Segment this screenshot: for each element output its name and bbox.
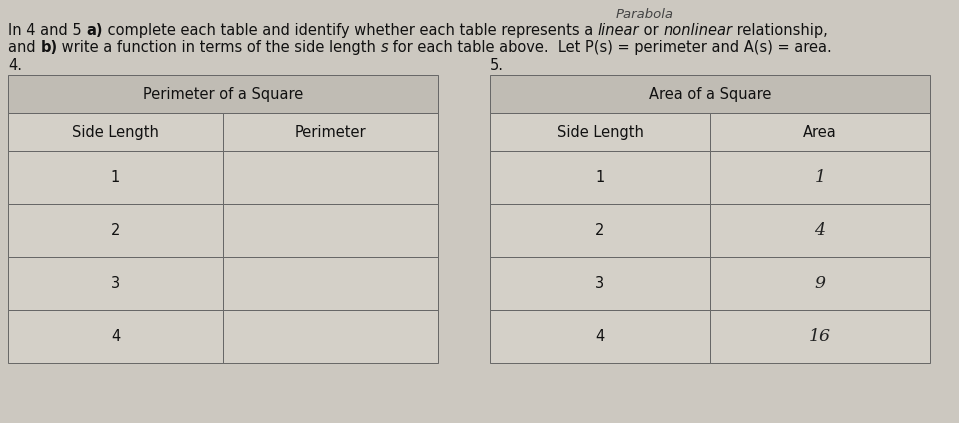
Text: nonlinear: nonlinear [664,23,733,38]
Text: 16: 16 [809,328,831,345]
Bar [223,151,438,204]
Bar [223,257,438,310]
Text: 5.: 5. [490,58,504,73]
Text: b): b) [40,40,58,55]
Bar [490,151,710,204]
Text: for each table above.  Let P(s) = perimeter and A(s) = area.: for each table above. Let P(s) = perimet… [388,40,832,55]
Bar [490,257,710,310]
Text: 9: 9 [814,275,826,292]
Bar [490,113,710,151]
Text: relationship,: relationship, [733,23,829,38]
Bar [490,310,710,363]
Bar [710,204,930,257]
Text: a): a) [86,23,103,38]
Bar [490,75,930,113]
Text: Parabola: Parabola [616,8,674,21]
Text: Perimeter: Perimeter [294,124,366,140]
Text: and: and [8,40,40,55]
Text: 1: 1 [596,170,604,185]
Text: complete each table and identify whether each table represents a: complete each table and identify whether… [103,23,597,38]
Text: write a function in terms of the side length: write a function in terms of the side le… [58,40,381,55]
Text: or: or [639,23,664,38]
Text: linear: linear [597,23,639,38]
Text: Area of a Square: Area of a Square [649,86,771,102]
Bar [223,113,438,151]
Text: 3: 3 [596,276,604,291]
Text: s: s [381,40,388,55]
Bar [490,204,710,257]
Text: 4: 4 [814,222,826,239]
Bar [223,310,438,363]
Text: Area: Area [803,124,837,140]
Bar [710,257,930,310]
Bar [710,113,930,151]
Bar [710,310,930,363]
Text: Side Length: Side Length [556,124,643,140]
Text: 4: 4 [596,329,604,344]
Bar [8,151,223,204]
Bar [223,204,438,257]
Text: 1: 1 [111,170,120,185]
Text: 3: 3 [111,276,120,291]
Text: 2: 2 [596,223,605,238]
Text: 4.: 4. [8,58,22,73]
Text: In 4 and 5: In 4 and 5 [8,23,86,38]
Bar [710,151,930,204]
Text: 2: 2 [111,223,120,238]
Text: Perimeter of a Square: Perimeter of a Square [143,86,303,102]
Bar [8,310,223,363]
Text: 1: 1 [814,169,826,186]
Bar [8,204,223,257]
Bar [8,75,438,113]
Bar [8,113,223,151]
Bar [8,257,223,310]
Text: Side Length: Side Length [72,124,159,140]
Text: 4: 4 [111,329,120,344]
